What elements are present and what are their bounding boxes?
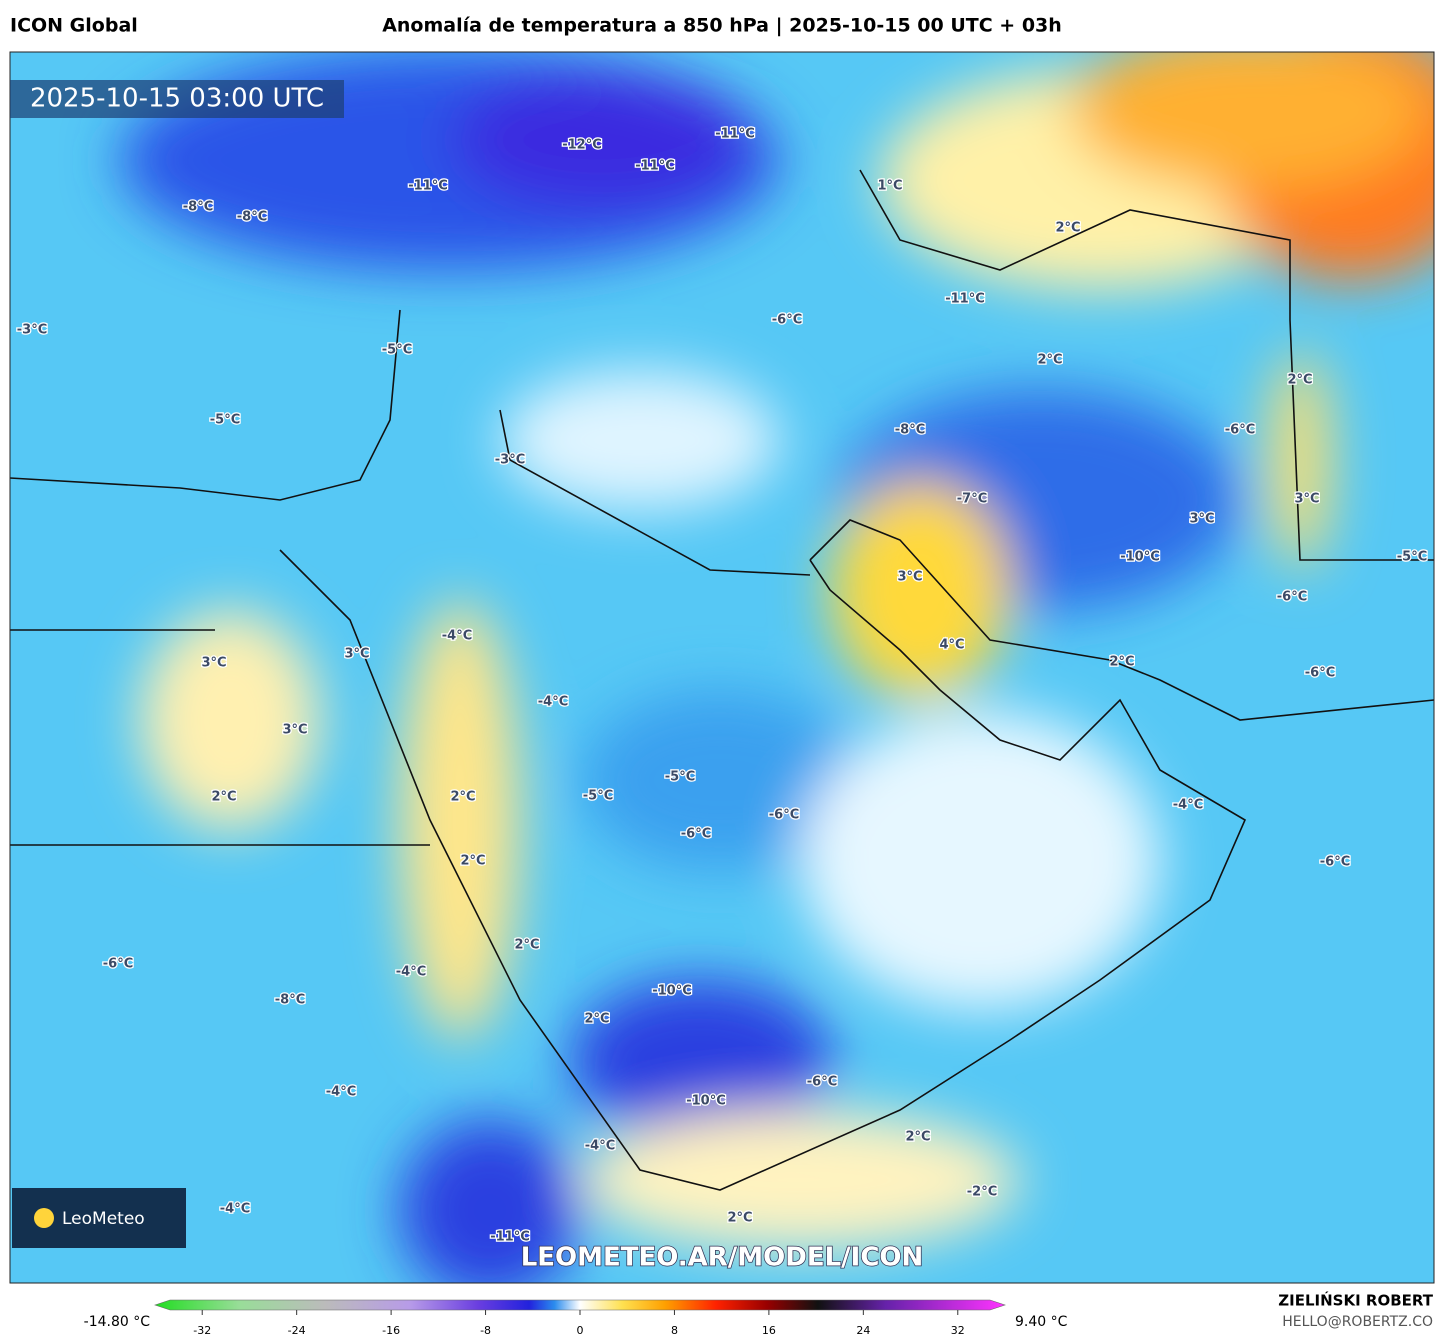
map-title: Anomalía de temperatura a 850 hPa | 2025… — [382, 15, 1062, 37]
temperature-label: 2°C — [1037, 353, 1062, 368]
temperature-label: -10°C — [652, 984, 692, 999]
temperature-label: -6°C — [681, 827, 711, 842]
colorbar-max: 9.40 °C — [1015, 1314, 1068, 1330]
temperature-label: -8°C — [895, 423, 925, 438]
temperature-label: -4°C — [326, 1085, 356, 1100]
temperature-label: 3°C — [282, 723, 307, 738]
temperature-label: -8°C — [183, 200, 213, 215]
temperature-label: -5°C — [1397, 550, 1427, 565]
temperature-label: -5°C — [665, 770, 695, 785]
temperature-label: -4°C — [442, 629, 472, 644]
logo-text: LeoMeteo — [62, 1209, 145, 1229]
temperature-label: 3°C — [897, 570, 922, 585]
temperature-label: -8°C — [275, 993, 305, 1008]
temperature-label: -6°C — [1305, 666, 1335, 681]
temperature-label: -5°C — [583, 789, 613, 804]
temperature-label: -11°C — [635, 159, 675, 174]
colorbar-tick-label: 8 — [671, 1324, 678, 1337]
colorbar-tick-label: -16 — [382, 1324, 400, 1337]
temperature-label: 2°C — [450, 790, 475, 805]
temperature-label: 2°C — [1287, 373, 1312, 388]
colorbar-tick-label: 0 — [577, 1324, 584, 1337]
temperature-label: -6°C — [807, 1075, 837, 1090]
temperature-label: 3°C — [201, 656, 226, 671]
timestamp-box — [10, 80, 344, 118]
temperature-label: 1°C — [877, 179, 902, 194]
temperature-label: 3°C — [344, 647, 369, 662]
colorbar-tick-label: 32 — [951, 1324, 965, 1337]
temperature-label: -11°C — [408, 179, 448, 194]
temperature-label: 2°C — [1055, 221, 1080, 236]
temperature-label: -5°C — [210, 413, 240, 428]
watermark: LEOMETEO.AR/MODEL/ICON — [521, 1243, 924, 1273]
map-frame — [9, 51, 1435, 1284]
temperature-label: 2°C — [727, 1211, 752, 1226]
colorbar-min: -14.80 °C — [84, 1314, 151, 1330]
temperature-label: -6°C — [769, 808, 799, 823]
temperature-label: 2°C — [514, 938, 539, 953]
temperature-label: -11°C — [490, 1230, 530, 1245]
temperature-label: -5°C — [382, 343, 412, 358]
temperature-label: -10°C — [686, 1094, 726, 1109]
temperature-label: 2°C — [460, 854, 485, 869]
map-labels: -12°C -11°C -11°C -11°C -8°C -8°C -3°C -5°C -5°C… — [16, 125, 1429, 1246]
temperature-label: 3°C — [1189, 512, 1214, 527]
temperature-label: -11°C — [715, 127, 755, 142]
temperature-label: -6°C — [103, 957, 133, 972]
logo-sun — [34, 1208, 54, 1228]
temperature-label: -4°C — [538, 695, 568, 710]
temperature-label: 2°C — [211, 790, 236, 805]
colorbar-tick-label: 16 — [762, 1324, 776, 1337]
temperature-label: 4°C — [939, 638, 964, 653]
temperature-label: 3°C — [1294, 492, 1319, 507]
timestamp: 2025-10-15 03:00 UTC — [30, 84, 324, 114]
temperature-label: -12°C — [562, 138, 602, 153]
temperature-label: -4°C — [396, 965, 426, 980]
temperature-label: -4°C — [585, 1139, 615, 1154]
temperature-label: -10°C — [1120, 550, 1160, 565]
colorbar-tick-label: -32 — [193, 1324, 211, 1337]
temperature-label: -6°C — [772, 313, 802, 328]
temperature-label: -7°C — [957, 492, 987, 507]
colorbar-tick-label: 24 — [856, 1324, 870, 1337]
temperature-label: -6°C — [1320, 855, 1350, 870]
temperature-label: -8°C — [237, 210, 267, 225]
temperature-label: -11°C — [945, 292, 985, 307]
temperature-label: -6°C — [1225, 423, 1255, 438]
colorbar: -32 -24 -16 -8 0 8 16 24 32 — [154, 1299, 1006, 1337]
colorbar-ramp — [154, 1299, 1006, 1311]
colorbar-tick-label: -8 — [480, 1324, 491, 1337]
temperature-label: -2°C — [967, 1185, 997, 1200]
colorbar-tick-label: -24 — [288, 1324, 306, 1337]
email: HELLO@ROBERTZ.CO — [1282, 1314, 1433, 1330]
temperature-label: -6°C — [1277, 590, 1307, 605]
map-field — [10, 52, 1434, 1283]
temperature-label: -4°C — [220, 1202, 250, 1217]
temperature-label: 2°C — [584, 1012, 609, 1027]
author: ZIELIŃSKI ROBERT — [1278, 1291, 1433, 1310]
temperature-label: 2°C — [905, 1130, 930, 1145]
temperature-label: -3°C — [17, 323, 47, 338]
temperature-label: 2°C — [1109, 655, 1134, 670]
temperature-label: -3°C — [495, 453, 525, 468]
model-name: ICON Global — [10, 15, 138, 37]
temperature-label: -4°C — [1173, 798, 1203, 813]
